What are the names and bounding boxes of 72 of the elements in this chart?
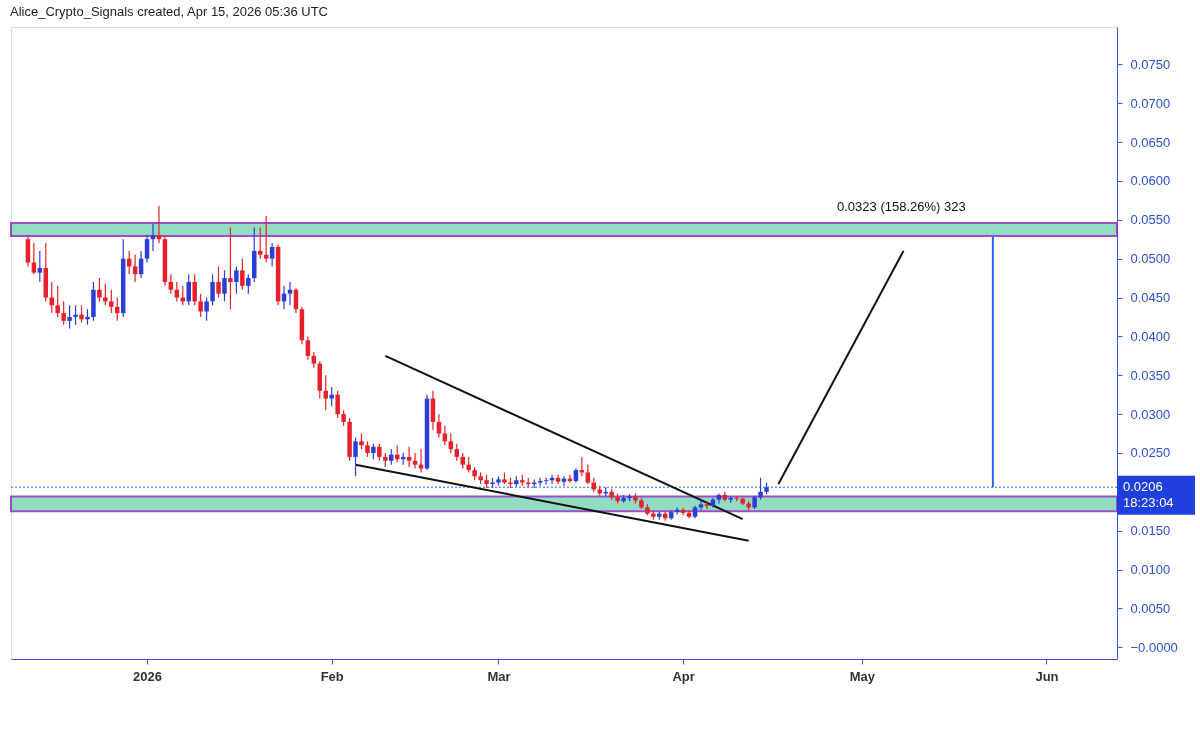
y-tick-label: 0.0250 (1130, 445, 1171, 461)
y-tick-label: 0.0100 (1130, 562, 1171, 578)
y-tick-label: 0.0550 (1130, 212, 1171, 228)
y-tick-label: 0.0150 (1130, 523, 1171, 539)
candlestick (263, 215, 269, 264)
candlestick (758, 477, 763, 501)
candlestick (716, 492, 722, 505)
candlestick (49, 281, 54, 314)
candlestick (144, 234, 150, 264)
ref-line-label: 0.0206 (1123, 479, 1163, 495)
candlestick (555, 474, 561, 485)
candlestick (198, 293, 203, 318)
candlestick (216, 265, 221, 299)
x-tick-label: Apr (672, 668, 695, 684)
candlestick (37, 250, 43, 283)
candlestick (269, 242, 275, 268)
y-tick-label: 0.0700 (1130, 95, 1171, 111)
candlestick (150, 223, 156, 252)
candlestick (585, 464, 591, 485)
candlestick (97, 277, 102, 303)
candlestick (323, 374, 328, 411)
x-tick-label: 2026 (133, 668, 162, 684)
candlestick (305, 335, 311, 361)
y-tick-label: −0.0000 (1130, 639, 1178, 655)
candlestick (412, 452, 418, 470)
annotation: 0.0323 (158.26%) 323 (837, 199, 966, 215)
y-tick-label: 0.0500 (1130, 251, 1171, 267)
y-tick-label: 0.0400 (1130, 328, 1171, 344)
candlestick (406, 446, 412, 468)
x-tick-label: Mar (487, 668, 511, 684)
candlestick (246, 273, 251, 295)
y-tick-label: 0.0650 (1130, 134, 1171, 150)
y-tick-label: 0.0750 (1130, 56, 1171, 72)
candlestick (25, 234, 31, 268)
candlestick (67, 304, 72, 330)
candlestick (156, 205, 162, 244)
y-tick-label: 0.0350 (1130, 367, 1171, 383)
candlestick (234, 265, 239, 295)
x-tick-label: Jun (1035, 668, 1059, 684)
candlestick (436, 413, 442, 439)
candlestick (168, 273, 174, 295)
candlestick (704, 500, 710, 510)
y-tick-label: 0.0050 (1130, 600, 1171, 616)
candlestick (61, 300, 66, 326)
candlestick (418, 448, 424, 474)
x-tick-label: May (849, 668, 876, 684)
candlestick (329, 386, 334, 407)
candlestick (210, 273, 215, 306)
candlestick (73, 304, 78, 326)
y-tick-label: 0.0300 (1130, 406, 1171, 422)
candlestick (192, 273, 197, 306)
y-tick-label: 0.0450 (1130, 290, 1171, 306)
candlestick (543, 477, 549, 486)
chart-title: Alice_Crypto_Signals created, Apr 15, 2026 05:36 UTC (10, 4, 328, 19)
candlestick (240, 258, 245, 291)
candlestick (186, 273, 191, 306)
candlestick (228, 226, 233, 310)
candlestick (353, 436, 358, 477)
candlestick (287, 281, 293, 306)
candlestick (132, 254, 138, 283)
y-tick-label: 0.0600 (1130, 173, 1171, 189)
candlestick (257, 226, 263, 260)
candlestick (115, 296, 120, 322)
candlestick (335, 390, 340, 419)
candlestick (448, 432, 454, 454)
candlestick (204, 296, 209, 322)
text: 18:23:04 (1123, 495, 1174, 511)
candlestick (109, 289, 114, 314)
candlestick (222, 269, 227, 303)
candlestick (174, 281, 180, 303)
x-tick-label: Feb (320, 668, 344, 684)
candlestick (55, 285, 60, 318)
